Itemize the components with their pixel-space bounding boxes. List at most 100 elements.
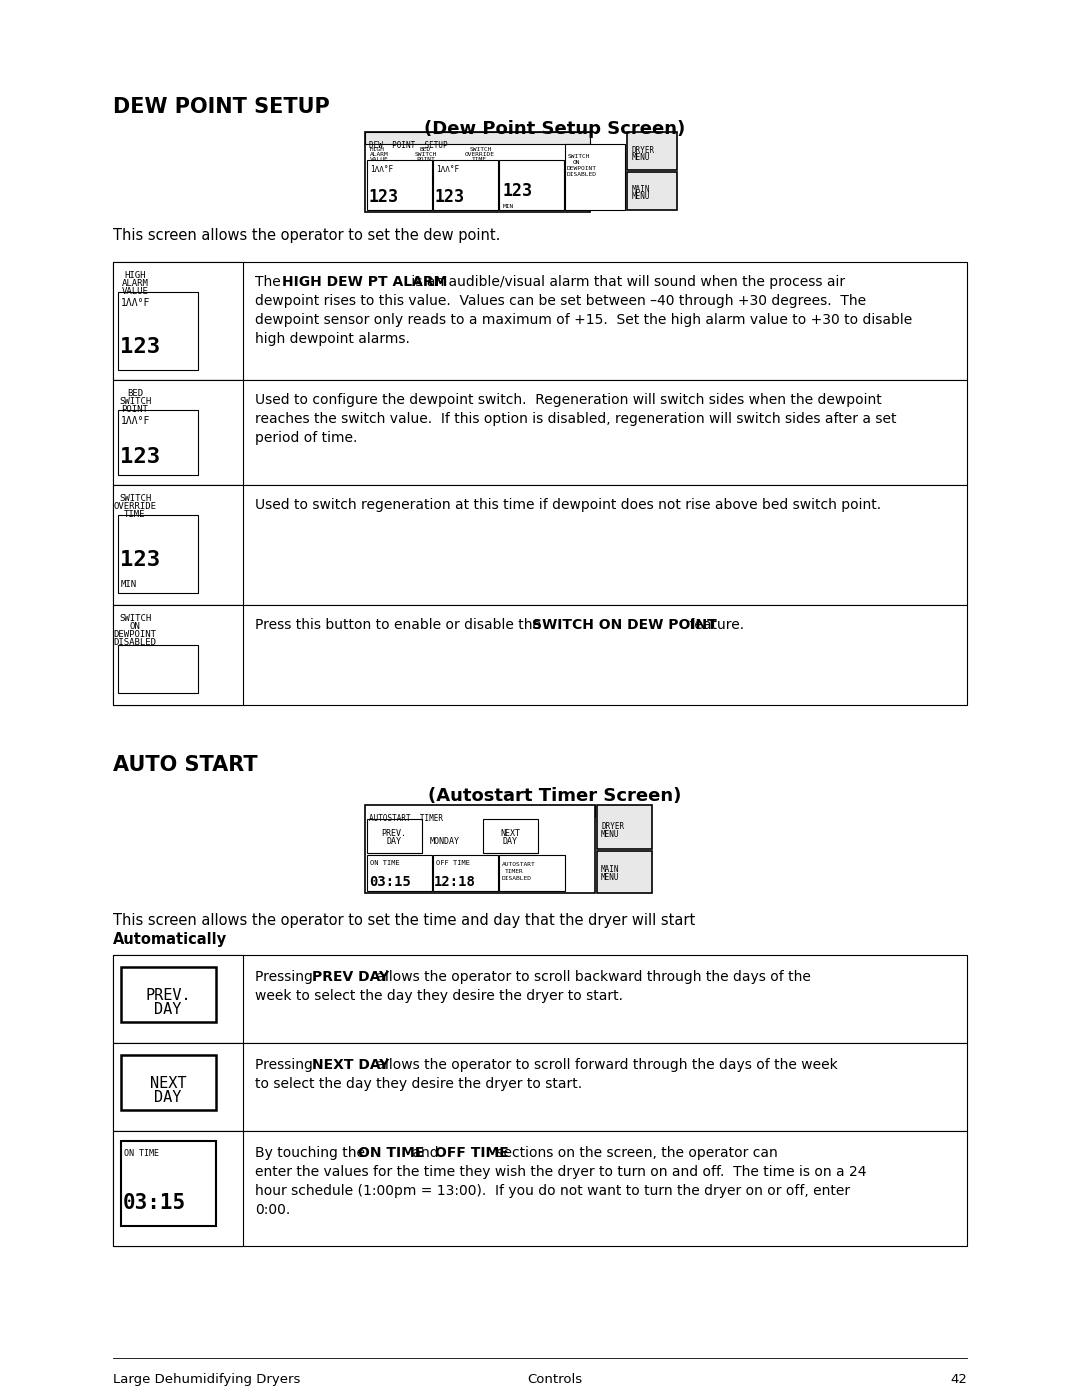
Bar	[597, 851, 652, 893]
Text: HIGH DEW PT ALARM: HIGH DEW PT ALARM	[282, 275, 447, 289]
Bar	[597, 805, 652, 849]
Text: 12:18: 12:18	[434, 875, 476, 888]
Text: sections on the screen, the operator can: sections on the screen, the operator can	[492, 1146, 778, 1160]
Bar	[367, 819, 422, 854]
Bar	[118, 515, 198, 592]
Text: is an audible/visual alarm that will sound when the process air: is an audible/visual alarm that will sou…	[407, 275, 846, 289]
Text: dewpoint sensor only reads to a maximum of +15.  Set the high alarm value to +30: dewpoint sensor only reads to a maximum …	[255, 313, 913, 327]
Text: TIMER: TIMER	[505, 869, 524, 875]
Text: 0:00.: 0:00.	[255, 1203, 291, 1217]
Text: SWITCH: SWITCH	[568, 154, 591, 159]
Text: SWITCH ON DEW POINT: SWITCH ON DEW POINT	[532, 617, 717, 631]
Text: 123: 123	[369, 189, 399, 205]
Text: high dewpoint alarms.: high dewpoint alarms.	[255, 332, 410, 346]
Text: hour schedule (1:00pm = 13:00).  If you do not want to turn the dryer on or off,: hour schedule (1:00pm = 13:00). If you d…	[255, 1185, 850, 1199]
Bar	[565, 144, 625, 210]
Bar	[113, 263, 967, 380]
Text: DISABLED: DISABLED	[502, 876, 532, 882]
Text: DRYER: DRYER	[632, 147, 656, 155]
Text: PREV DAY: PREV DAY	[312, 970, 389, 983]
Text: (Dew Point Setup Screen): (Dew Point Setup Screen)	[424, 120, 686, 138]
Text: MONDAY: MONDAY	[430, 837, 460, 847]
Text: ON: ON	[130, 622, 140, 631]
Text: MENU: MENU	[632, 191, 650, 201]
Text: 1ΛΛ°F: 1ΛΛ°F	[370, 165, 393, 175]
Text: VALUE: VALUE	[122, 286, 148, 296]
Text: The: The	[255, 275, 285, 289]
Text: DEW POINT SETUP: DEW POINT SETUP	[113, 96, 329, 117]
Text: Pressing: Pressing	[255, 1058, 318, 1071]
Text: DAY: DAY	[502, 837, 517, 847]
Text: Large Dehumidifying Dryers: Large Dehumidifying Dryers	[113, 1373, 300, 1386]
Text: NEXT: NEXT	[150, 1076, 186, 1091]
Text: POINT: POINT	[122, 405, 148, 414]
Bar	[113, 1132, 243, 1246]
Text: 123: 123	[120, 550, 160, 570]
Text: Controls: Controls	[527, 1373, 582, 1386]
Text: ON TIME: ON TIME	[357, 1146, 424, 1160]
Bar	[121, 1141, 216, 1227]
Text: This screen allows the operator to set the time and day that the dryer will star: This screen allows the operator to set t…	[113, 914, 696, 928]
Text: to select the day they desire the dryer to start.: to select the day they desire the dryer …	[255, 1077, 582, 1091]
Text: reaches the switch value.  If this option is disabled, regeneration will switch : reaches the switch value. If this option…	[255, 412, 896, 426]
Bar	[113, 380, 243, 485]
Bar	[113, 956, 243, 1044]
Text: NEXT DAY: NEXT DAY	[312, 1058, 390, 1071]
Text: BED: BED	[420, 147, 431, 152]
Text: AUTOSTART  TIMER: AUTOSTART TIMER	[369, 814, 443, 823]
Text: 03:15: 03:15	[123, 1193, 186, 1213]
Text: AUTO START: AUTO START	[113, 754, 258, 775]
Text: HIGH: HIGH	[124, 271, 146, 279]
Text: 1ΛΛ°F: 1ΛΛ°F	[121, 416, 150, 426]
Text: MAIN: MAIN	[600, 865, 620, 875]
Text: period of time.: period of time.	[255, 432, 357, 446]
Text: MAIN: MAIN	[632, 184, 650, 194]
Text: 123: 123	[120, 337, 160, 358]
Text: MENU: MENU	[600, 873, 620, 882]
Text: OFF TIME: OFF TIME	[435, 1146, 509, 1160]
Text: ALARM: ALARM	[370, 152, 389, 156]
Bar	[113, 956, 967, 1044]
Text: This screen allows the operator to set the dew point.: This screen allows the operator to set t…	[113, 228, 500, 243]
Text: BED: BED	[127, 388, 143, 398]
Text: OVERRIDE: OVERRIDE	[113, 502, 157, 511]
Text: Used to switch regeneration at this time if dewpoint does not rise above bed swi: Used to switch regeneration at this time…	[255, 497, 881, 511]
Text: Used to configure the dewpoint switch.  Regeneration will switch sides when the : Used to configure the dewpoint switch. R…	[255, 393, 881, 407]
Text: Press this button to enable or disable the: Press this button to enable or disable t…	[255, 617, 545, 631]
Text: PREV.: PREV.	[381, 828, 406, 838]
Text: (Autostart Timer Screen): (Autostart Timer Screen)	[429, 787, 681, 805]
Text: SWITCH: SWITCH	[119, 397, 151, 407]
Text: 123: 123	[503, 182, 534, 200]
Text: DEW  POINT  SETUP: DEW POINT SETUP	[369, 141, 447, 149]
Bar	[627, 131, 677, 170]
Text: DRYER: DRYER	[600, 821, 624, 831]
Text: allows the operator to scroll forward through the days of the week: allows the operator to scroll forward th…	[372, 1058, 838, 1071]
Text: week to select the day they desire the dryer to start.: week to select the day they desire the d…	[255, 989, 623, 1003]
Bar	[113, 380, 967, 485]
Bar	[433, 855, 498, 891]
Text: and: and	[408, 1146, 443, 1160]
Bar	[433, 161, 498, 210]
Text: 1ΛΛ°F: 1ΛΛ°F	[121, 298, 150, 307]
Text: feature.: feature.	[685, 617, 744, 631]
Text: OVERRIDE: OVERRIDE	[465, 152, 495, 156]
Text: MIN: MIN	[503, 204, 514, 210]
Bar	[113, 485, 967, 605]
Text: allows the operator to scroll backward through the days of the: allows the operator to scroll backward t…	[372, 970, 811, 983]
Text: ON TIME: ON TIME	[124, 1148, 159, 1158]
Bar	[367, 161, 432, 210]
Text: SWITCH: SWITCH	[415, 152, 437, 156]
Text: HIGH: HIGH	[370, 147, 384, 152]
Text: AUTOSTART: AUTOSTART	[502, 862, 536, 868]
Text: MENU: MENU	[632, 154, 650, 162]
Text: SWITCH: SWITCH	[470, 147, 492, 152]
Text: Automatically: Automatically	[113, 932, 227, 947]
Bar	[499, 161, 564, 210]
Text: DAY: DAY	[387, 837, 402, 847]
Bar	[121, 1055, 216, 1111]
Bar	[367, 855, 432, 891]
Text: ON: ON	[573, 161, 581, 165]
Bar	[118, 409, 198, 475]
Text: DISABLED: DISABLED	[113, 638, 157, 647]
Text: MIN: MIN	[121, 580, 137, 590]
